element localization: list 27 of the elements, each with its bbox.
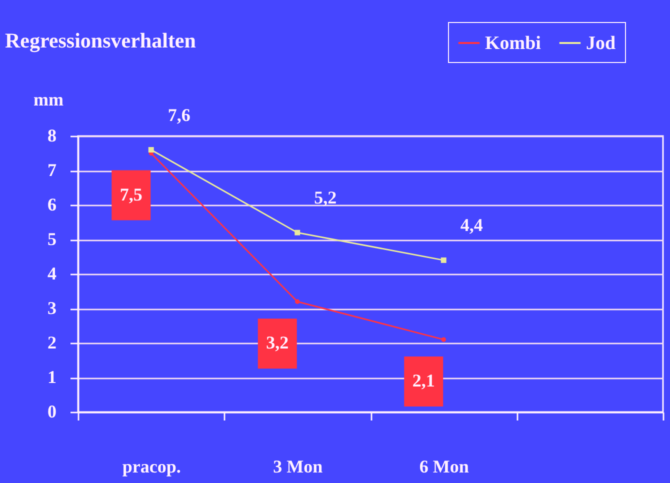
data-label: 7,6: [168, 104, 190, 125]
point: [295, 299, 300, 304]
y-tick-label: 7: [48, 160, 56, 180]
chart-title: Regressionsverhalten: [5, 28, 196, 52]
data-label: 7,5: [120, 184, 142, 204]
point: [294, 230, 300, 236]
data-label: 4,4: [460, 215, 483, 236]
x-tick-label: 3 Mon: [273, 456, 323, 476]
y-tick-label: 8: [48, 126, 56, 146]
legend-label: Kombi: [485, 33, 541, 54]
y-axis-title: mm: [34, 90, 64, 110]
legend-label: Jod: [586, 33, 616, 54]
y-tick-label: 5: [48, 229, 56, 249]
y-tick-label: 0: [48, 402, 56, 422]
y-tick-label: 2: [48, 332, 56, 352]
y-tick-label: 3: [48, 298, 56, 318]
data-label: 5,2: [314, 188, 337, 208]
x-tick-label: 6 Mon: [419, 456, 469, 476]
x-tick-label: pracop.: [122, 456, 181, 476]
data-label: 3,2: [266, 332, 289, 353]
point: [441, 337, 446, 342]
point: [440, 257, 446, 263]
y-tick-label: 6: [48, 194, 56, 214]
point: [148, 147, 154, 153]
y-tick-label: 4: [48, 264, 56, 284]
data-label: 2,1: [412, 370, 435, 391]
y-tick-label: 1: [48, 367, 56, 387]
